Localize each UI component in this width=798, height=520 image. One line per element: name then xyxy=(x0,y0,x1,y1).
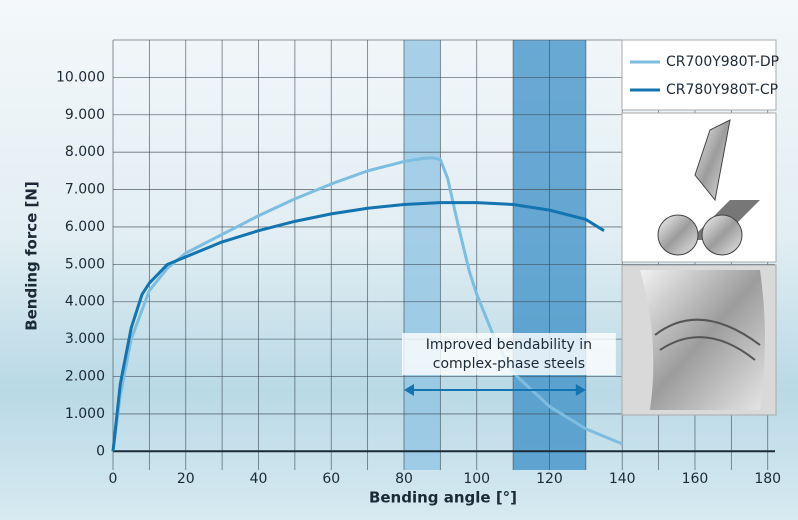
y-tick-label: 8.000 xyxy=(65,144,105,160)
chart: Improved bendability in complex-phase ste… xyxy=(0,0,798,520)
y-tick-label: 0 xyxy=(96,443,105,459)
legend-label: CR700Y980T-DP xyxy=(666,54,779,70)
x-tick-label: 160 xyxy=(682,471,709,487)
y-tick-label: 3.000 xyxy=(65,331,105,347)
legend-label: CR780Y980T-CP xyxy=(666,82,778,98)
y-tick-label: 6.000 xyxy=(65,219,105,235)
y-tick-label: 7.000 xyxy=(65,182,105,198)
roller xyxy=(702,215,742,255)
specimen xyxy=(640,270,765,410)
x-tick-label: 120 xyxy=(536,471,563,487)
y-tick-label: 1.000 xyxy=(65,406,105,422)
x-axis-title: Bending angle [°] xyxy=(369,489,517,507)
y-tick-label: 2.000 xyxy=(65,369,105,385)
annotation-text: Improved bendability in xyxy=(426,337,592,353)
x-tick-label: 140 xyxy=(609,471,636,487)
x-tick-label: 40 xyxy=(250,471,268,487)
legend: CR700Y980T-DP CR780Y980T-CP xyxy=(622,40,779,110)
y-tick-label: 9.000 xyxy=(65,107,105,123)
x-tick-label: 60 xyxy=(322,471,340,487)
highlight-band xyxy=(404,40,440,470)
x-tick-label: 20 xyxy=(177,471,195,487)
y-tick-label: 4.000 xyxy=(65,294,105,310)
y-axis-title: Bending force [N] xyxy=(23,181,41,331)
x-tick-label: 0 xyxy=(109,471,118,487)
legend-box xyxy=(622,40,776,110)
x-tick-label: 180 xyxy=(754,471,781,487)
annotation-text: complex-phase steels xyxy=(433,356,585,372)
y-tick-label: 5.000 xyxy=(65,256,105,272)
y-tick-label: 10.000 xyxy=(56,69,105,85)
x-tick-label: 100 xyxy=(463,471,490,487)
roller xyxy=(658,215,698,255)
x-tick-label: 80 xyxy=(395,471,413,487)
